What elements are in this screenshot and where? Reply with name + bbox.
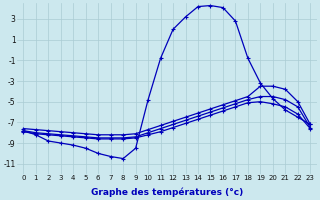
X-axis label: Graphe des températures (°c): Graphe des températures (°c) xyxy=(91,187,243,197)
